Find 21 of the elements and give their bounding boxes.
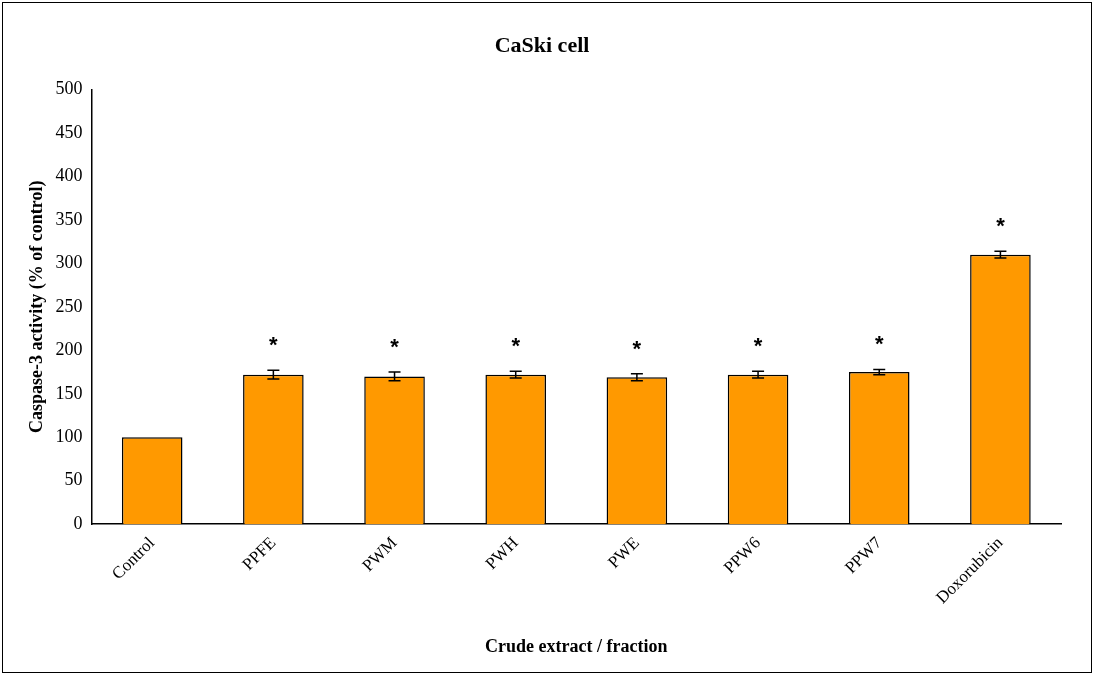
y-tick-label: 100: [55, 425, 83, 446]
annotation: *: [874, 331, 884, 357]
annotation: *: [996, 213, 1006, 239]
y-tick-label: 50: [64, 469, 83, 490]
y-tick-label: 400: [55, 165, 83, 186]
x-axis-title: Crude extract / fraction: [485, 635, 668, 656]
y-tick-label: 450: [55, 121, 83, 142]
annotation: *: [390, 334, 400, 360]
y-tick-label: 0: [73, 512, 83, 533]
y-tick-label: 300: [55, 252, 83, 273]
chart-title: CaSki cell: [494, 31, 590, 57]
y-tick-label: 200: [55, 339, 83, 360]
y-axis-title: Caspase-3 activity (% of control): [26, 180, 48, 434]
y-tick-label: 350: [55, 208, 83, 229]
y-tick-label: 500: [55, 78, 83, 99]
annotation: *: [753, 333, 763, 359]
annotation: *: [632, 335, 642, 361]
y-tick-label: 150: [55, 382, 83, 403]
annotation: *: [269, 332, 279, 358]
annotation: *: [511, 333, 521, 359]
y-tick-label: 250: [55, 295, 83, 316]
